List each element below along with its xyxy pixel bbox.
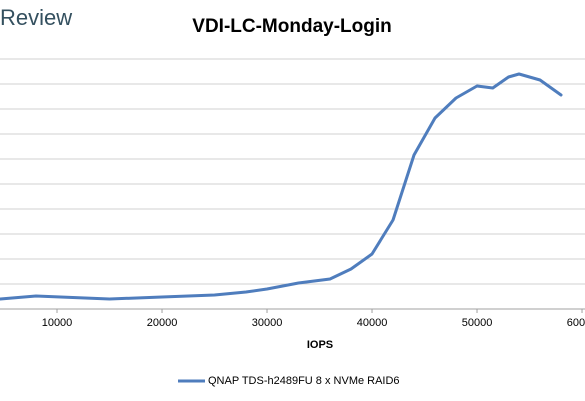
- x-tick-label: 30000: [252, 317, 283, 329]
- x-axis-label: IOPS: [307, 339, 333, 351]
- data-line: [0, 72, 563, 301]
- watermark: Review: [0, 5, 72, 30]
- chart-title: VDI-LC-Monday-Login: [192, 16, 391, 37]
- x-tick-label: 10000: [42, 317, 73, 329]
- x-tick-label: 40000: [357, 317, 388, 329]
- x-tick-label: 60000: [567, 317, 585, 329]
- legend-label: QNAP TDS-h2489FU 8 x NVMe RAID6: [208, 375, 400, 387]
- x-tick-label: 50000: [462, 317, 493, 329]
- x-tick-label: 20000: [147, 317, 178, 329]
